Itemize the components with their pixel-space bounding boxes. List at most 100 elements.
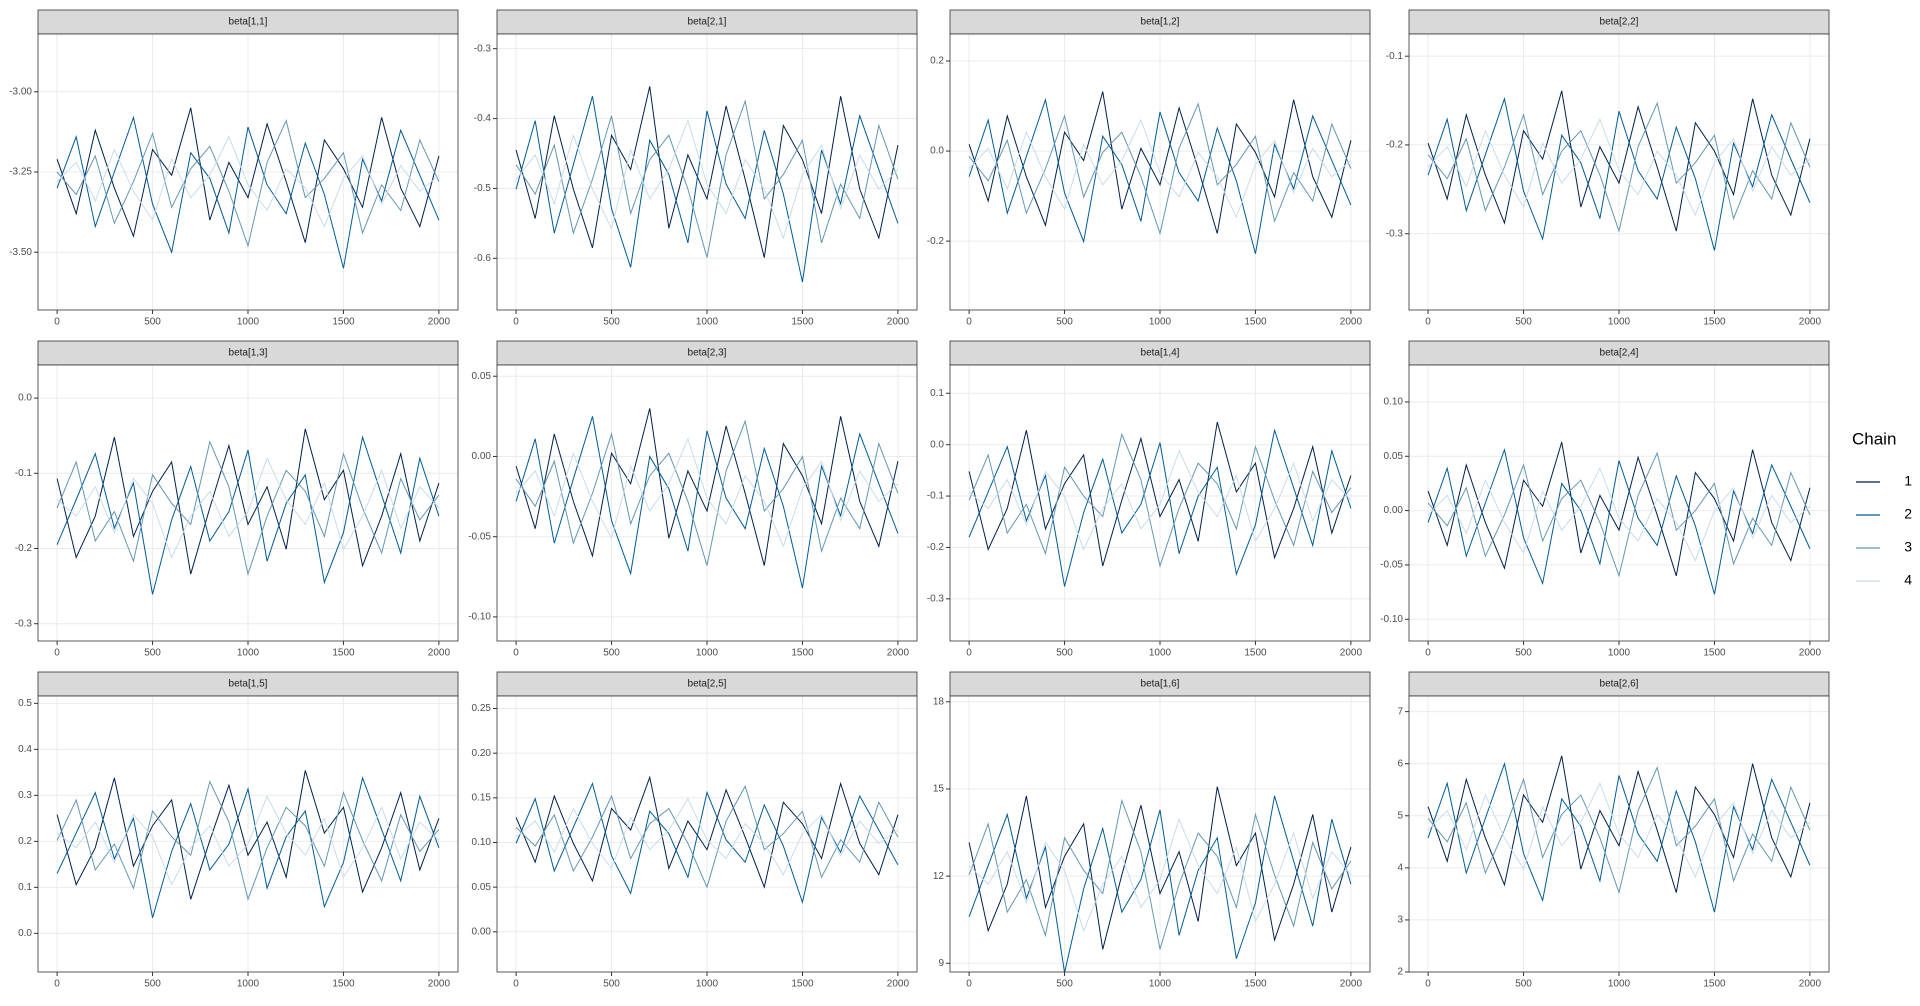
y-tick-label: 0.20	[472, 748, 492, 759]
legend-label: 1	[1904, 473, 1912, 489]
y-tick-label: -0.2	[1386, 140, 1404, 151]
y-tick-label: -0.05	[1380, 560, 1403, 571]
y-tick-label: -0.1	[927, 491, 945, 502]
x-tick-label: 2000	[1799, 979, 1822, 990]
y-tick-label: 0.25	[472, 703, 492, 714]
x-tick-label: 1000	[1608, 317, 1631, 328]
strip	[1408, 671, 1830, 697]
trace-line	[1427, 117, 1811, 217]
trace-line	[1427, 90, 1811, 232]
x-tick-label: 1000	[237, 317, 260, 328]
y-tick-label: 0.1	[18, 882, 32, 893]
panel: beta[1,3] 0 500 1000 1500 2000 -0.3 -0.2 -0.1 0.0	[15, 340, 459, 659]
x-tick-label: 2000	[887, 648, 910, 659]
strip-label: beta[2,3]	[688, 348, 727, 359]
y-tick-label: -3.25	[9, 167, 32, 178]
y-tick-label: -3.50	[9, 247, 32, 258]
trace-line	[56, 435, 440, 595]
panel-border	[496, 364, 918, 642]
x-tick-label: 1500	[1703, 317, 1726, 328]
trace-line	[56, 795, 440, 886]
x-tick-label: 1000	[696, 648, 719, 659]
y-tick-label: 0.0	[18, 928, 32, 939]
strip-label: beta[2,6]	[1600, 679, 1639, 690]
x-tick-label: 500	[1056, 648, 1073, 659]
x-tick-label: 1500	[332, 648, 355, 659]
panel-border	[37, 364, 459, 642]
y-tick-label: -0.1	[15, 468, 33, 479]
panel: beta[1,2] 0 500 1000 1500 2000 -0.2 0.0 0.2	[927, 9, 1371, 328]
trace-line	[515, 408, 899, 566]
strip	[949, 671, 1371, 697]
panel-border	[949, 33, 1371, 311]
y-tick-label: -0.5	[474, 183, 492, 194]
x-tick-label: 1000	[237, 648, 260, 659]
panel-border	[496, 33, 918, 311]
panel: beta[1,5] 0 500 1000 1500 2000 0.0 0.1 0.2 0.3 0.4…	[18, 671, 459, 990]
y-tick-label: 0.0	[930, 146, 944, 157]
legend-title: Chain	[1852, 429, 1896, 448]
trace-line	[56, 107, 440, 243]
strip	[496, 671, 918, 697]
x-tick-label: 500	[603, 648, 620, 659]
strip	[949, 9, 1371, 35]
x-tick-label: 1500	[332, 317, 355, 328]
y-tick-label: 0.3	[18, 790, 32, 801]
trace-line	[1427, 447, 1811, 595]
y-tick-label: 0.05	[472, 882, 492, 893]
panel: beta[2,1] 0 500 1000 1500 2000 -0.6 -0.5 -0.4 -0.…	[474, 9, 918, 328]
panel: beta[2,3] 0 500 1000 1500 2000 -0.10 -0.05 0.00 0…	[468, 340, 918, 659]
x-tick-label: 1500	[1244, 648, 1267, 659]
panel-border	[1408, 364, 1830, 642]
trace-line	[515, 782, 899, 905]
trace-line	[968, 91, 1352, 234]
strip-label: beta[2,5]	[688, 679, 727, 690]
y-tick-label: -0.2	[927, 542, 945, 553]
trace-line	[515, 775, 899, 889]
y-tick-label: -3.00	[9, 86, 32, 97]
trace-line	[1427, 766, 1811, 895]
panel-border	[1408, 695, 1830, 973]
x-tick-label: 500	[1515, 317, 1532, 328]
legend-label: 2	[1904, 506, 1912, 522]
trace-line	[56, 456, 440, 559]
x-tick-label: 1500	[332, 979, 355, 990]
x-tick-label: 0	[54, 317, 60, 328]
x-tick-label: 0	[54, 648, 60, 659]
x-tick-label: 0	[1425, 317, 1431, 328]
x-tick-label: 1000	[1608, 979, 1631, 990]
trace-line	[515, 99, 899, 258]
y-tick-label: -0.3	[15, 618, 33, 629]
strip	[496, 9, 918, 35]
y-tick-label: -0.3	[927, 593, 945, 604]
panel: beta[1,4] 0 500 1000 1500 2000 -0.3 -0.2 -0.1 0.0…	[927, 340, 1371, 659]
legend-label: 4	[1904, 572, 1912, 588]
trace-line	[56, 135, 440, 228]
x-tick-label: 500	[1515, 979, 1532, 990]
strip-label: beta[1,2]	[1141, 17, 1180, 28]
x-tick-label: 2000	[428, 648, 451, 659]
x-tick-label: 2000	[887, 317, 910, 328]
x-tick-label: 500	[144, 979, 161, 990]
trace-line	[1427, 451, 1811, 578]
trace-line	[968, 786, 1352, 950]
y-tick-label: 0.00	[1384, 505, 1404, 516]
trace-line	[515, 86, 899, 258]
strip-label: beta[1,3]	[229, 348, 268, 359]
x-tick-label: 1000	[1608, 648, 1631, 659]
trace-line	[1427, 755, 1811, 893]
x-tick-label: 500	[1515, 648, 1532, 659]
y-tick-label: 12	[933, 871, 945, 882]
x-tick-label: 1500	[791, 979, 814, 990]
panel: beta[2,6] 0 500 1000 1500 2000 2 3 4 5 6 7	[1397, 671, 1830, 990]
strip	[37, 9, 459, 35]
x-tick-label: 0	[513, 648, 519, 659]
panel: beta[2,4] 0 500 1000 1500 2000 -0.10 -0.05 0.00 0…	[1380, 340, 1830, 659]
x-tick-label: 500	[144, 648, 161, 659]
strip-label: beta[1,1]	[229, 17, 268, 28]
y-tick-label: 6	[1397, 758, 1403, 769]
panel: beta[1,6] 0 500 1000 1500 2000 9 12 15 18	[933, 671, 1371, 990]
legend-label: 3	[1904, 539, 1912, 555]
y-tick-label: 15	[933, 784, 945, 795]
panel-border	[496, 695, 918, 973]
